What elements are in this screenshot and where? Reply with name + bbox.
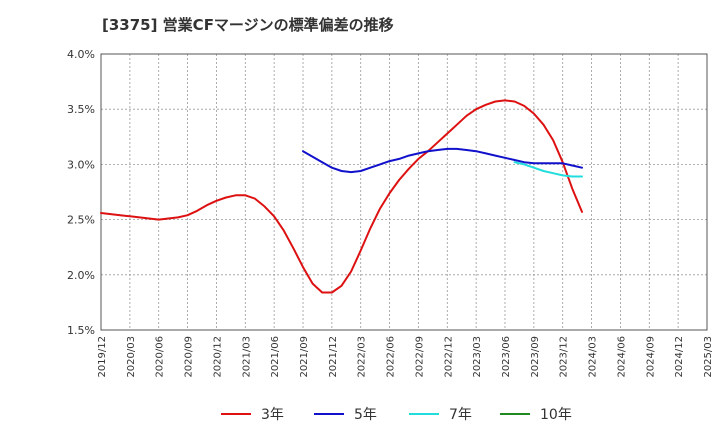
x-tick-label: 2023/09 (530, 336, 541, 378)
legend: 3年 5年 7年 10年 (221, 407, 572, 423)
x-tick-label: 2022/12 (443, 336, 454, 378)
x-tick-label: 2022/09 (414, 336, 425, 378)
y-tick-label: 1.5% (67, 324, 95, 337)
y-tick-label: 2.0% (67, 269, 95, 282)
legend-label-3: 7年 (449, 407, 472, 423)
x-tick-label: 2021/06 (270, 336, 281, 378)
plot-frame (100, 53, 708, 331)
series-line-2 (302, 147, 583, 174)
x-tick-label: 2023/03 (472, 336, 483, 378)
x-tick-label: 2021/03 (241, 336, 252, 378)
x-tick-label: 2021/09 (299, 336, 310, 378)
x-tick-label: 2024/12 (674, 336, 685, 378)
y-tick-label: 4.0% (67, 48, 95, 61)
x-tick-label: 2024/06 (616, 336, 627, 378)
y-tick-label: 3.0% (67, 158, 95, 171)
legend-label-1: 3年 (261, 407, 284, 423)
y-tick-label: 2.5% (67, 214, 95, 227)
x-tick-label: 2024/03 (588, 336, 599, 378)
x-tick-label: 2021/12 (328, 336, 339, 378)
x-tick-label: 2019/12 (97, 336, 108, 378)
x-tick-label: 2022/03 (357, 336, 368, 378)
series-line-3 (513, 161, 583, 178)
x-tick-label: 2025/03 (703, 336, 714, 378)
x-tick-label: 2020/06 (155, 336, 166, 378)
series-lines (100, 99, 583, 294)
x-axis-ticks: 2019/12 2020/03 2020/06 2020/09 2020/12 2021/… (97, 336, 714, 378)
legend-label-4: 10年 (540, 407, 572, 423)
x-tick-label: 2024/09 (645, 336, 656, 378)
chart-title: [3375] 営業CFマージンの標準偏差の推移 (102, 16, 394, 34)
x-tick-label: 2020/12 (212, 336, 223, 378)
x-tick-label: 2020/09 (184, 336, 195, 378)
grid-lines (101, 54, 707, 330)
x-tick-label: 2023/06 (501, 336, 512, 378)
y-tick-label: 3.5% (67, 103, 95, 116)
x-tick-label: 2020/03 (126, 336, 137, 378)
x-tick-label: 2022/06 (386, 336, 397, 378)
series-line-1 (100, 99, 583, 294)
legend-label-2: 5年 (354, 407, 377, 423)
y-axis-ticks: 1.5% 2.0% 2.5% 3.0% 3.5% 4.0% (67, 48, 95, 337)
x-tick-label: 2023/12 (559, 336, 570, 378)
